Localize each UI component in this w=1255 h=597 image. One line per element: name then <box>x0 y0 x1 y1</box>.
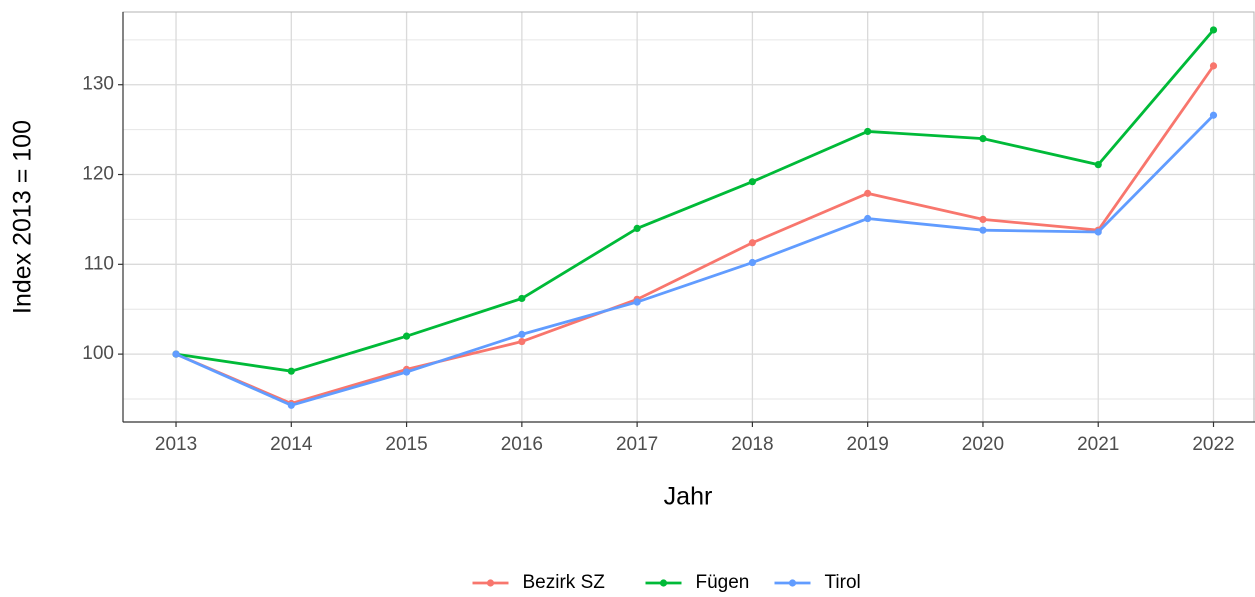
legend-key-point <box>788 579 797 587</box>
point <box>748 178 757 186</box>
x-tick-label: 2020 <box>962 434 1004 455</box>
point <box>402 332 411 340</box>
point <box>402 368 411 376</box>
point <box>864 127 872 136</box>
x-tick-label: 2016 <box>501 434 543 455</box>
y-tick-label: 100 <box>82 343 114 364</box>
y-axis-label: Index 2013 = 100 <box>9 120 37 314</box>
legend-label: Fügen <box>696 572 750 593</box>
x-tick-label: 2013 <box>155 434 197 455</box>
x-tick-label: 2019 <box>847 434 889 455</box>
point <box>979 226 987 234</box>
x-tick-label: 2018 <box>731 434 773 455</box>
x-axis-label: Jahr <box>664 483 713 511</box>
series-line <box>175 114 1215 407</box>
legend-label: Bezirk SZ <box>523 572 606 593</box>
x-tick-label: 2021 <box>1077 434 1119 455</box>
point <box>172 350 180 358</box>
point <box>287 401 295 409</box>
y-tick-label: 130 <box>82 74 114 95</box>
point <box>748 239 757 247</box>
point <box>633 224 641 233</box>
panel-border <box>122 11 1255 423</box>
x-tick-label: 2017 <box>616 434 658 455</box>
point <box>1209 62 1218 70</box>
point <box>864 214 872 223</box>
y-tick-label: 110 <box>84 253 114 274</box>
point <box>633 298 641 306</box>
x-tick-label: 2015 <box>385 434 427 455</box>
point <box>518 337 526 346</box>
point <box>1209 26 1218 34</box>
y-tick-label: 120 <box>82 164 114 185</box>
point <box>518 330 526 338</box>
series-line <box>175 29 1215 373</box>
x-tick-label: 2022 <box>1192 434 1234 455</box>
point <box>1094 161 1102 169</box>
point <box>864 189 872 197</box>
point <box>518 294 526 303</box>
legend-key-point <box>659 579 668 587</box>
point <box>1094 228 1102 236</box>
legend-label: Tirol <box>825 572 861 593</box>
point <box>287 367 295 375</box>
x-tick-label: 2014 <box>270 434 313 455</box>
point <box>979 135 987 143</box>
point <box>979 215 987 224</box>
point <box>1209 111 1218 119</box>
point <box>748 258 757 267</box>
series-line <box>175 65 1215 405</box>
legend-key-point <box>486 579 495 587</box>
